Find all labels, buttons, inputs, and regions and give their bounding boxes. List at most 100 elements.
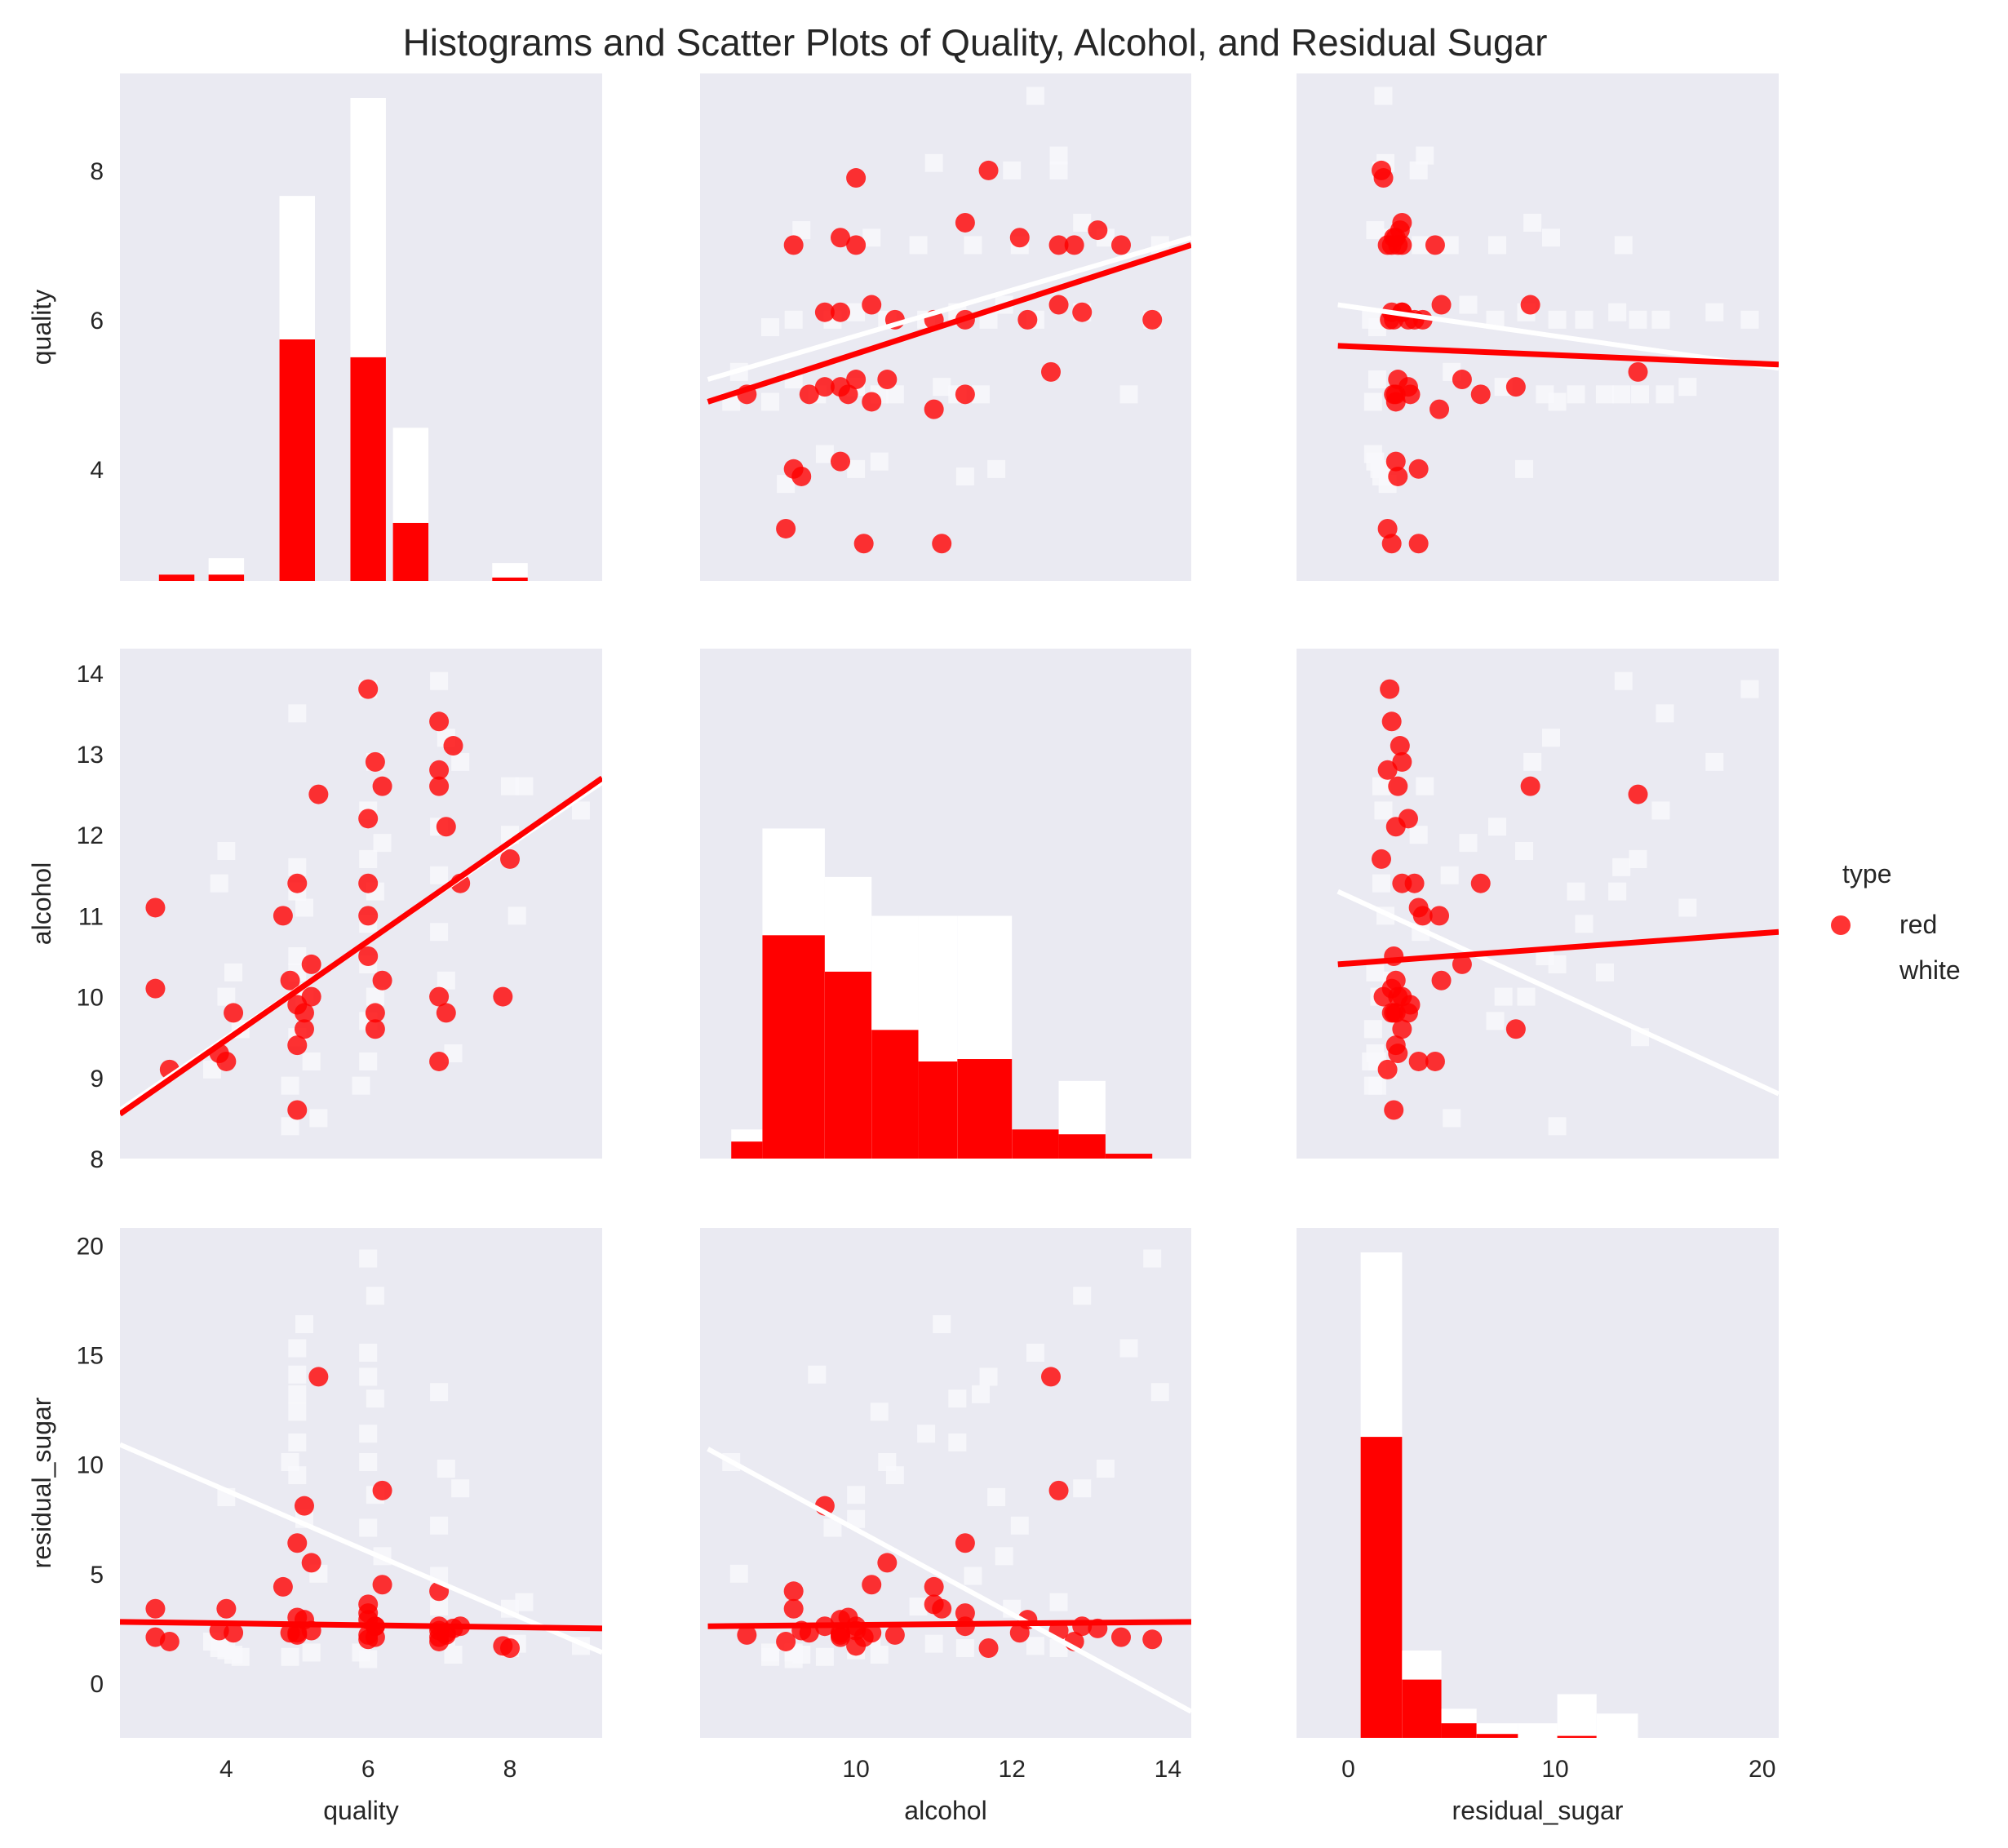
point-white [288, 704, 307, 723]
point-red [1385, 1035, 1406, 1056]
point-white [847, 303, 866, 321]
point-red [1111, 1627, 1131, 1647]
point-white [217, 842, 236, 861]
point-red [955, 212, 975, 233]
point-white [1629, 849, 1647, 868]
point-white [288, 1339, 307, 1358]
point-white [1651, 801, 1670, 820]
point-white [359, 1453, 378, 1472]
tick-label-y-quality: 6 [90, 308, 104, 335]
point-red [429, 1051, 450, 1071]
hist-bar-red-residual_sugar [1360, 1437, 1403, 1738]
point-red [783, 235, 804, 255]
histogram-quality [158, 98, 528, 581]
point-white [430, 1383, 449, 1402]
hist-bar-red-quality [279, 339, 316, 581]
legend-label-white: white [1899, 955, 1961, 985]
point-red [1452, 954, 1472, 974]
point-white [359, 1052, 378, 1070]
point-white [1409, 161, 1428, 179]
point-white [288, 858, 307, 876]
point-red [216, 1598, 237, 1619]
point-red [846, 168, 867, 188]
point-red [301, 1553, 321, 1573]
point-white [1150, 1383, 1169, 1402]
point-red [1470, 384, 1491, 405]
tick-label-y-alcohol: 14 [77, 661, 104, 688]
point-white [792, 221, 811, 240]
point-white [1548, 955, 1567, 973]
tick-label-x-alcohol: 14 [1155, 1756, 1181, 1783]
point-white [224, 963, 243, 982]
point-white [1416, 146, 1434, 165]
point-red [978, 1638, 999, 1659]
point-white [451, 1479, 470, 1498]
point-white [288, 1433, 307, 1451]
point-red [862, 1575, 882, 1595]
point-white [1567, 882, 1585, 901]
regression-line-white [707, 235, 1191, 382]
point-white [972, 1385, 990, 1403]
point-red [846, 1636, 867, 1656]
point-white [1548, 310, 1567, 329]
point-red [358, 1603, 379, 1624]
point-white [761, 392, 779, 411]
point-white [815, 445, 834, 463]
point-white [1459, 295, 1478, 314]
scatter-residual_sugar-vs-quality [120, 1249, 602, 1669]
point-red [287, 1100, 308, 1120]
hist-bar-red-quality [208, 574, 245, 581]
point-white [1740, 680, 1759, 698]
point-white [437, 1460, 455, 1478]
point-red [358, 906, 379, 926]
tick-label-y-alcohol: 10 [77, 985, 104, 1012]
point-red [224, 1003, 244, 1023]
point-red [372, 776, 392, 796]
point-red [1388, 370, 1408, 390]
point-red [831, 451, 850, 472]
point-white [1705, 752, 1724, 771]
point-red [1408, 459, 1429, 479]
point-red [1017, 309, 1038, 330]
tick-label-y-quality: 8 [90, 158, 104, 185]
legend: type red white [1831, 859, 1961, 985]
point-white [987, 459, 1006, 478]
point-white [1363, 1020, 1382, 1039]
point-white [1363, 392, 1382, 411]
hist-bar-red-alcohol [824, 971, 872, 1159]
point-red [358, 809, 379, 829]
point-red [1408, 534, 1429, 554]
point-white [909, 236, 928, 255]
point-white [1595, 963, 1614, 982]
point-red [1392, 986, 1412, 1007]
point-white [847, 1486, 866, 1505]
point-red [1377, 1059, 1398, 1079]
tick-label-y-residual-sugar: 0 [90, 1671, 104, 1698]
point-red [500, 1638, 521, 1659]
point-white [948, 1389, 967, 1408]
point-white [1143, 1249, 1162, 1268]
point-white [217, 1641, 236, 1660]
point-red [365, 1003, 385, 1023]
point-red [1392, 873, 1412, 893]
point-white [933, 1315, 951, 1334]
hist-bar-red-alcohol [731, 1141, 763, 1159]
point-white [1366, 1044, 1385, 1063]
point-red [924, 1594, 944, 1615]
point-red [1064, 235, 1084, 255]
panel-residual_sugar-vs-alcohol [700, 1228, 1191, 1738]
point-white [948, 1433, 967, 1451]
point-red [1392, 212, 1412, 233]
point-white [430, 923, 449, 942]
point-red [1392, 1019, 1412, 1039]
regression-line-red [1337, 928, 1779, 968]
hist-bar-red-alcohol [1012, 1129, 1059, 1159]
point-red [287, 1533, 308, 1553]
point-white [955, 1639, 974, 1658]
point-white [1367, 370, 1386, 389]
point-white [1003, 161, 1022, 179]
point-red [358, 946, 379, 966]
point-white [231, 1647, 250, 1666]
x-axis-label-quality: quality [323, 1796, 399, 1825]
